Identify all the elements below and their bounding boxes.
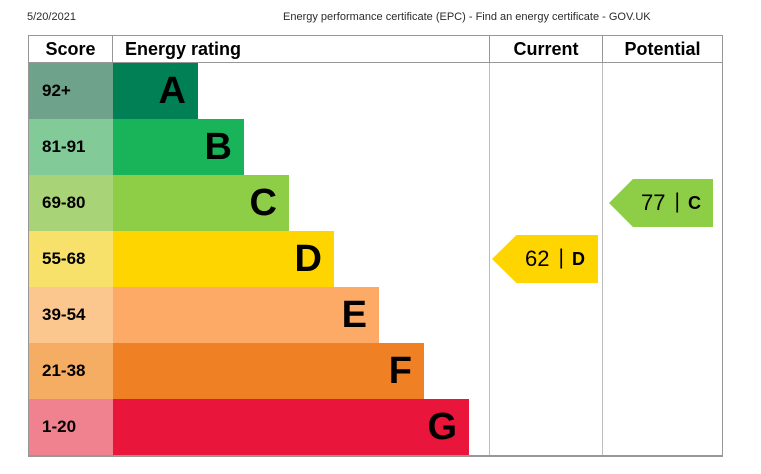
current-column-divider xyxy=(489,63,490,455)
potential-score-value: 77 xyxy=(641,190,666,215)
current-arrow: 62 | D xyxy=(492,235,598,283)
table-body: 92+ A 81-91 B 69-80 C 55-68 D 39-54 E 21… xyxy=(29,63,722,455)
band-a-score-range: 92+ xyxy=(29,63,113,119)
band-c-score-range: 69-80 xyxy=(29,175,113,231)
potential-arrow: 77 | C xyxy=(609,179,713,227)
band-b-bar: B xyxy=(113,119,244,175)
print-header-title: Energy performance certificate (EPC) - F… xyxy=(283,11,651,23)
column-header-score: Score xyxy=(29,36,113,62)
band-b-score-range: 81-91 xyxy=(29,119,113,175)
band-f-score-range: 21-38 xyxy=(29,343,113,399)
band-row-f: 21-38 F xyxy=(29,343,722,399)
table-header-row: Score Energy rating Current Potential xyxy=(29,36,722,63)
column-header-energy-rating: Energy rating xyxy=(113,36,490,62)
band-g-bar: G xyxy=(113,399,469,455)
band-e-bar: E xyxy=(113,287,379,343)
band-g-score-range: 1-20 xyxy=(29,399,113,455)
band-row-g: 1-20 G xyxy=(29,399,722,455)
band-row-d: 55-68 D xyxy=(29,231,722,287)
column-header-current: Current xyxy=(490,36,603,62)
band-e-score-range: 39-54 xyxy=(29,287,113,343)
current-pipe-separator: | xyxy=(558,246,564,269)
potential-band-letter: C xyxy=(687,192,701,213)
epc-rating-table: Score Energy rating Current Potential 92… xyxy=(28,35,723,457)
column-header-potential: Potential xyxy=(624,38,701,59)
band-f-bar: F xyxy=(113,343,424,399)
current-score-value: 62 xyxy=(525,246,550,271)
band-row-e: 39-54 E xyxy=(29,287,722,343)
band-d-bar: D xyxy=(113,231,334,287)
print-header-date: 5/20/2021 xyxy=(27,11,76,23)
band-c-bar: C xyxy=(113,175,289,231)
current-band-letter: D xyxy=(571,248,585,269)
band-row-c: 69-80 C xyxy=(29,175,722,231)
potential-column-divider xyxy=(602,63,603,455)
band-d-score-range: 55-68 xyxy=(29,231,113,287)
band-a-bar: A xyxy=(113,63,198,119)
potential-pipe-separator: | xyxy=(674,190,680,213)
band-row-b: 81-91 B xyxy=(29,119,722,175)
band-row-a: 92+ A xyxy=(29,63,722,119)
